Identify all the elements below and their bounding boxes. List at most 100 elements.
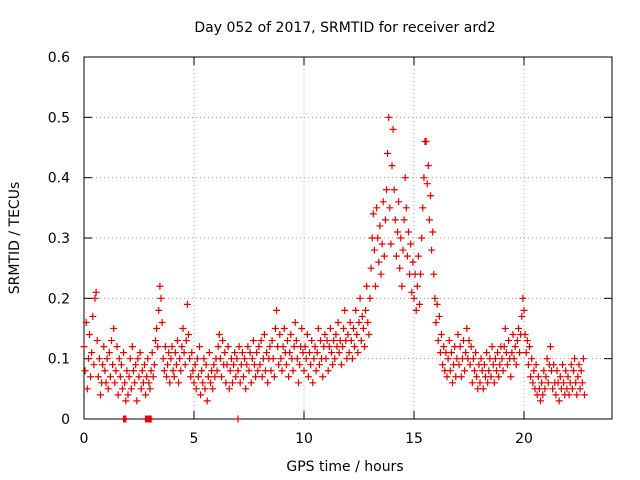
data-point — [370, 246, 378, 254]
data-point — [109, 361, 117, 369]
data-point — [430, 270, 438, 278]
data-point — [311, 343, 319, 351]
data-point — [323, 337, 331, 345]
data-point — [417, 270, 425, 278]
data-point — [136, 349, 144, 357]
data-point — [498, 355, 506, 363]
data-point — [143, 373, 151, 381]
data-point — [443, 373, 451, 381]
data-point — [103, 355, 111, 363]
data-point — [112, 367, 120, 375]
data-point — [225, 385, 233, 393]
data-point — [532, 361, 540, 369]
data-point — [130, 367, 137, 375]
data-point — [238, 349, 246, 357]
data-point — [480, 361, 488, 369]
data-point — [520, 306, 528, 314]
data-point — [504, 361, 511, 369]
data-point — [435, 312, 443, 320]
data-point — [221, 349, 229, 357]
data-point — [526, 343, 533, 351]
data-point — [93, 337, 101, 345]
data-point — [444, 355, 452, 363]
data-point — [366, 294, 374, 302]
data-point — [542, 373, 550, 381]
data-point — [289, 367, 297, 375]
data-point — [495, 373, 503, 381]
data-point — [161, 343, 169, 351]
data-point — [191, 361, 199, 369]
data-point — [579, 355, 587, 363]
data-point — [575, 361, 583, 369]
data-point — [324, 367, 332, 375]
data-point — [158, 318, 166, 326]
data-point — [513, 337, 521, 345]
data-point — [346, 318, 354, 326]
data-point — [507, 373, 515, 381]
data-point — [477, 355, 485, 363]
data-point — [466, 361, 474, 369]
data-point — [380, 252, 388, 260]
data-point — [226, 367, 234, 375]
data-point — [255, 343, 263, 351]
data-point — [303, 331, 311, 339]
x-tick-label: 5 — [190, 431, 199, 447]
data-point — [552, 391, 560, 399]
data-point — [127, 385, 135, 393]
data-point — [116, 373, 124, 381]
data-point — [577, 367, 585, 375]
data-point — [231, 349, 239, 357]
data-point — [329, 361, 337, 369]
data-point — [174, 337, 181, 345]
data-point — [359, 325, 367, 332]
y-tick-label: 0.2 — [48, 291, 70, 307]
data-point — [315, 361, 323, 369]
data-point — [260, 331, 268, 339]
y-tick-label: 0.5 — [48, 110, 70, 126]
data-point — [465, 337, 473, 345]
data-point — [196, 343, 203, 351]
data-point — [204, 373, 212, 381]
data-point — [292, 337, 300, 345]
data-point — [133, 397, 141, 405]
data-point — [386, 204, 394, 212]
data-point — [578, 379, 586, 387]
data-point — [402, 204, 410, 212]
x-tick-label: 20 — [515, 431, 533, 447]
data-point — [194, 373, 202, 381]
data-point — [418, 234, 426, 242]
y-tick-label: 0.3 — [48, 231, 70, 247]
data-point — [529, 379, 537, 387]
data-point — [276, 331, 284, 339]
data-point — [394, 228, 401, 236]
data-point — [423, 180, 431, 188]
data-point — [291, 318, 299, 326]
data-point — [571, 355, 579, 363]
data-point — [122, 397, 130, 405]
data-point — [285, 373, 293, 381]
data-point — [201, 385, 209, 393]
data-point — [505, 337, 513, 345]
data-point — [541, 385, 549, 393]
data-point — [125, 373, 133, 381]
data-point — [308, 337, 316, 345]
data-point — [335, 349, 343, 357]
data-point — [508, 349, 516, 357]
data-point — [447, 349, 455, 357]
data-point — [248, 355, 256, 363]
y-tick-label: 0 — [61, 412, 70, 428]
data-point — [234, 415, 242, 423]
data-point — [199, 379, 207, 387]
data-point — [254, 367, 262, 375]
data-point — [99, 361, 107, 369]
data-point — [114, 391, 122, 399]
data-point — [410, 294, 418, 302]
data-point — [219, 337, 227, 345]
data-point — [190, 379, 198, 387]
data-point — [344, 331, 352, 339]
data-point — [485, 367, 493, 375]
data-point — [385, 113, 393, 121]
data-point — [256, 361, 264, 369]
data-point — [87, 373, 95, 381]
data-point — [175, 379, 183, 387]
